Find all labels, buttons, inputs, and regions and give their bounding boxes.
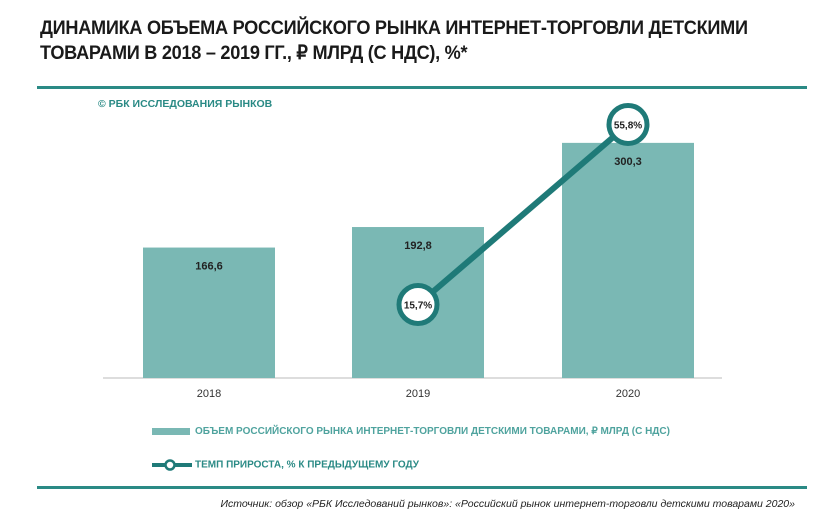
bar-value-label: 192,8 <box>404 240 432 252</box>
x-tick-label: 2019 <box>406 388 430 400</box>
x-tick-label: 2020 <box>616 388 640 400</box>
growth-point <box>606 102 650 146</box>
growth-line <box>416 122 630 307</box>
legend-line-label: ТЕМП ПРИРОСТА, % К ПРЕДЫДУЩЕМУ ГОДУ <box>195 459 419 471</box>
legend-bar: ОБЪЕМ РОССИЙСКОГО РЫНКА ИНТЕРНЕТ-ТОРГОВЛ… <box>152 426 670 437</box>
bar-2020 <box>562 142 694 378</box>
bar-value-label: 166,6 <box>195 261 223 273</box>
growth-value-label: 15,7% <box>404 301 432 312</box>
bar-2018 <box>143 247 275 378</box>
legend-line-marker-icon <box>152 459 192 471</box>
legend-line: ТЕМП ПРИРОСТА, % К ПРЕДЫДУЩЕМУ ГОДУ <box>152 459 419 471</box>
x-tick-label: 2018 <box>197 388 221 400</box>
legend-bar-label: ОБЪЕМ РОССИЙСКОГО РЫНКА ИНТЕРНЕТ-ТОРГОВЛ… <box>195 426 670 437</box>
watermark: © РБК ИССЛЕДОВАНИЯ РЫНКОВ <box>98 98 273 110</box>
legend-bar-swatch <box>152 427 190 435</box>
top-rule <box>37 86 807 89</box>
bottom-rule <box>37 486 807 489</box>
growth-point <box>396 283 440 327</box>
source-note: Источник: обзор «РБК Исследований рынков… <box>220 498 795 510</box>
bar-value-label: 300,3 <box>614 156 642 168</box>
chart-title: ДИНАМИКА ОБЪЕМА РОССИЙСКОГО РЫНКА ИНТЕРН… <box>40 17 748 64</box>
growth-value-label: 55,8% <box>614 120 642 131</box>
